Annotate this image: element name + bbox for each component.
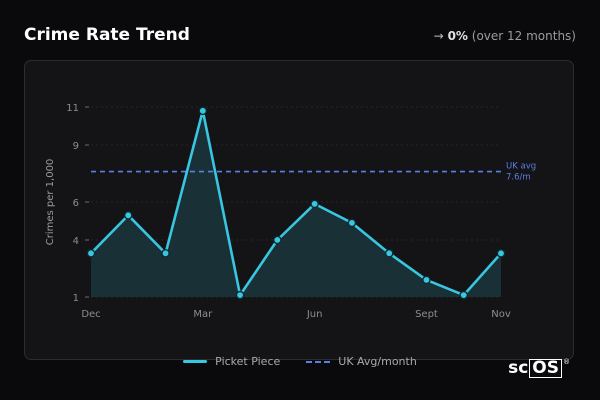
series-area [91,110,501,297]
y-tick-label: 11 [66,103,79,114]
data-point [235,290,245,300]
data-point [161,248,170,258]
y-tick-label: 9 [73,141,79,152]
series-line [89,109,503,297]
y-axis-label: Crimes per 1,000 [45,159,56,246]
legend-series-label: Picket Piece [215,355,281,368]
legend-item-reference[interactable]: UK Avg/month [306,355,417,368]
data-point [422,275,431,285]
y-tick-label: 6 [73,198,79,209]
x-tick-label: Dec [81,309,100,320]
reference-label-name: UK avg [506,162,536,172]
data-point [384,248,394,258]
data-point [123,210,133,220]
logo-registered-mark: ® [563,358,570,366]
x-tick-label: Sept [415,309,438,320]
data-point [273,235,282,245]
data-point [310,199,319,209]
x-tick-label: Jun [306,309,323,320]
change-period: (over 12 months) [471,29,576,43]
reference-label-value: 7.6/m [506,173,531,183]
logo-text-left: sc [508,358,529,378]
x-tick-label: Mar [193,309,213,320]
data-point [459,290,469,300]
brand-logo: sc OS ® [508,358,570,378]
legend-item-series[interactable]: Picket Piece [183,355,280,368]
data-point [86,248,96,258]
arrow-right-icon: → [433,29,444,43]
y-tick-label: 4 [73,236,79,247]
change-percent: 0% [447,29,468,43]
chart-legend: Picket Piece UK Avg/month [0,355,600,368]
y-tick-label: 1 [73,293,79,304]
x-tick-label: Nov [491,309,511,320]
data-point [198,106,208,116]
chart-panel [24,60,574,360]
legend-solid-line-icon [183,360,208,363]
data-point [347,218,357,228]
chart-title: Crime Rate Trend [24,25,190,45]
data-point [496,248,506,258]
change-summary: → 0% (over 12 months) [434,29,576,43]
logo-text-boxed: OS [529,359,562,378]
legend-dashed-line-icon [306,360,331,363]
legend-reference-label: UK Avg/month [338,355,417,368]
